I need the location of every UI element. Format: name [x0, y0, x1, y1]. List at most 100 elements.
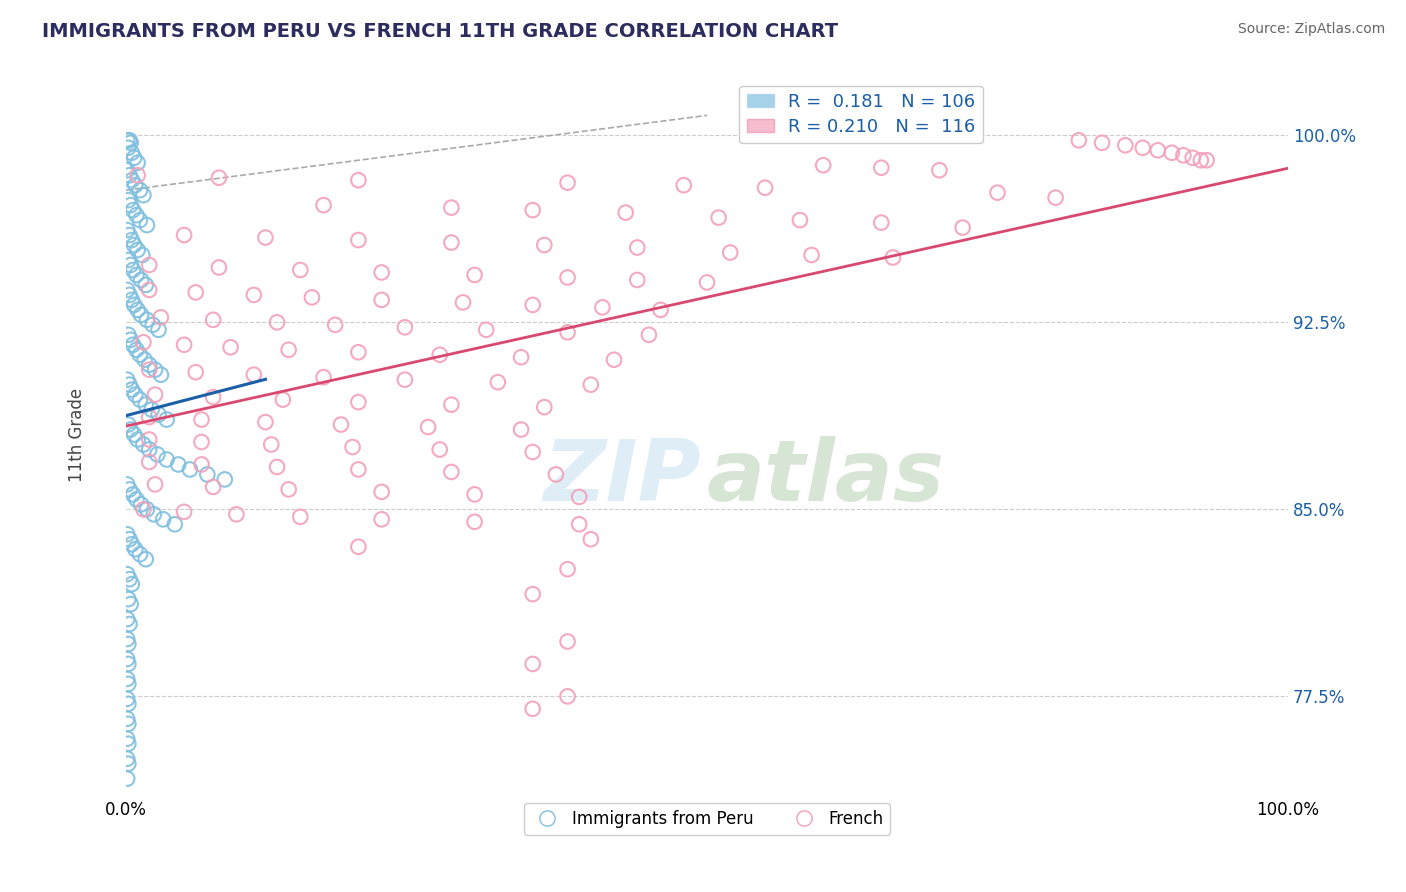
Point — [127, 243, 149, 257]
Point — [135, 313, 157, 327]
Point — [115, 672, 138, 686]
Point — [121, 233, 143, 247]
Point — [138, 433, 160, 447]
Point — [370, 512, 392, 526]
Point — [152, 512, 174, 526]
Point — [557, 270, 579, 285]
Point — [394, 320, 416, 334]
Point — [190, 412, 212, 426]
Point — [115, 652, 138, 666]
Point — [1067, 133, 1090, 147]
Point — [122, 151, 145, 165]
Point — [330, 417, 353, 432]
Point — [142, 508, 165, 522]
Point — [173, 505, 195, 519]
Point — [202, 390, 225, 404]
Point — [486, 375, 509, 389]
Point — [440, 398, 463, 412]
Point — [148, 323, 170, 337]
Point — [120, 258, 142, 272]
Point — [342, 440, 364, 454]
Point — [202, 313, 225, 327]
Point — [115, 612, 138, 626]
Point — [347, 173, 370, 187]
Point — [117, 592, 139, 607]
Point — [1132, 141, 1154, 155]
Point — [118, 377, 141, 392]
Point — [118, 617, 141, 632]
Point — [568, 490, 591, 504]
Point — [121, 577, 143, 591]
Point — [115, 223, 138, 237]
Point — [522, 445, 544, 459]
Point — [127, 433, 149, 447]
Point — [277, 483, 299, 497]
Text: 11th Grade: 11th Grade — [69, 387, 86, 482]
Point — [117, 193, 139, 207]
Point — [117, 677, 139, 691]
Point — [117, 327, 139, 342]
Point — [132, 335, 155, 350]
Point — [243, 368, 266, 382]
Point — [522, 702, 544, 716]
Point — [117, 737, 139, 751]
Point — [1181, 151, 1204, 165]
Point — [882, 251, 904, 265]
Point — [370, 293, 392, 307]
Point — [115, 477, 138, 491]
Point — [870, 216, 893, 230]
Point — [129, 213, 152, 227]
Point — [149, 310, 172, 325]
Point — [510, 350, 533, 364]
Point — [225, 508, 247, 522]
Point — [440, 201, 463, 215]
Point — [135, 277, 157, 292]
Point — [260, 437, 283, 451]
Point — [118, 288, 141, 302]
Point — [156, 452, 179, 467]
Point — [118, 133, 141, 147]
Point — [1160, 145, 1182, 160]
Point — [135, 552, 157, 566]
Point — [323, 318, 346, 332]
Point — [754, 180, 776, 194]
Point — [127, 302, 149, 317]
Point — [129, 547, 152, 561]
Point — [115, 373, 138, 387]
Point — [533, 238, 555, 252]
Point — [124, 387, 146, 401]
Point — [142, 318, 165, 332]
Point — [122, 487, 145, 501]
Text: ZIP: ZIP — [544, 436, 702, 519]
Point — [135, 502, 157, 516]
Point — [522, 587, 544, 601]
Point — [138, 358, 160, 372]
Point — [129, 392, 152, 407]
Point — [522, 298, 544, 312]
Point — [117, 141, 139, 155]
Point — [179, 462, 201, 476]
Point — [118, 483, 141, 497]
Point — [672, 178, 695, 193]
Point — [870, 161, 893, 175]
Point — [579, 377, 602, 392]
Point — [394, 373, 416, 387]
Point — [163, 517, 186, 532]
Point — [122, 338, 145, 352]
Point — [464, 515, 486, 529]
Point — [429, 348, 451, 362]
Point — [266, 315, 288, 329]
Point — [290, 263, 312, 277]
Point — [312, 198, 335, 212]
Text: IMMIGRANTS FROM PERU VS FRENCH 11TH GRADE CORRELATION CHART: IMMIGRANTS FROM PERU VS FRENCH 11TH GRAD… — [42, 22, 838, 41]
Point — [811, 158, 834, 172]
Point — [120, 423, 142, 437]
Point — [301, 290, 323, 304]
Point — [173, 228, 195, 243]
Point — [266, 459, 288, 474]
Point — [522, 657, 544, 671]
Point — [117, 697, 139, 711]
Point — [121, 383, 143, 397]
Point — [219, 340, 242, 354]
Point — [149, 368, 172, 382]
